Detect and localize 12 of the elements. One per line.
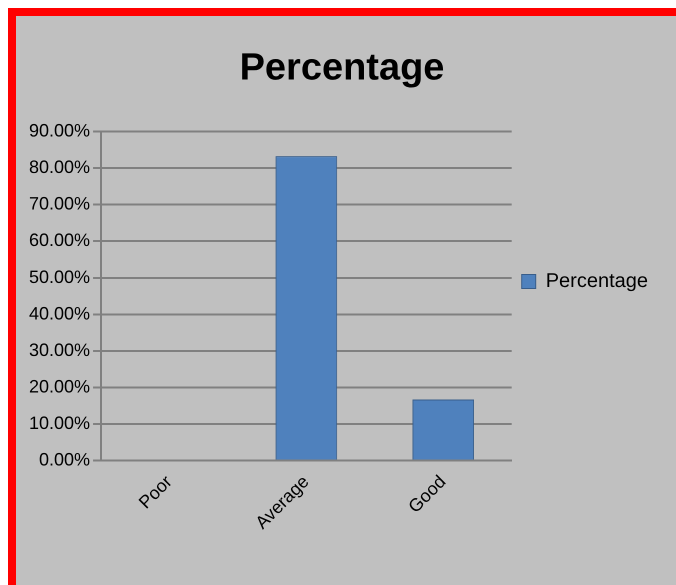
y-tick-label: 0.00% bbox=[39, 450, 90, 470]
y-tick-label: 40.00% bbox=[28, 303, 90, 324]
y-tick-label: 20.00% bbox=[28, 376, 90, 396]
y-tick-label: 60.00% bbox=[28, 230, 90, 250]
y-tick-label: 30.00% bbox=[28, 340, 90, 360]
y-tick-label: 50.00% bbox=[28, 266, 90, 287]
y-tick-label: 70.00% bbox=[28, 194, 90, 214]
legend-label: Percentage bbox=[546, 270, 648, 292]
chart-title: Percentage bbox=[240, 46, 444, 88]
y-tick-label: 80.00% bbox=[28, 157, 90, 178]
y-tick-label: 10.00% bbox=[28, 412, 90, 433]
y-tick-label: 90.00% bbox=[28, 120, 90, 141]
